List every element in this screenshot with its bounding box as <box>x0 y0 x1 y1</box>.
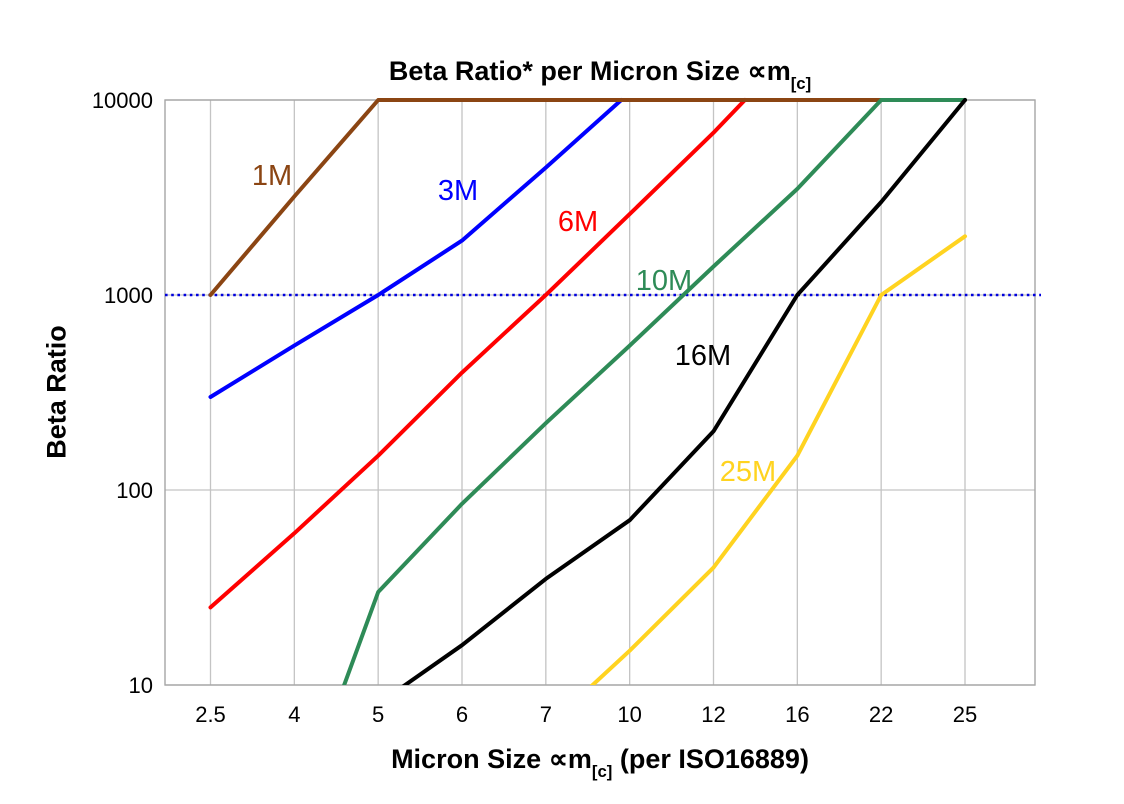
x-tick-label-4: 4 <box>288 702 300 727</box>
series-label-1M: 1M <box>252 160 292 192</box>
series-label-10M: 10M <box>636 265 692 297</box>
y-tick-label-10000: 10000 <box>92 88 153 113</box>
x-axis-label-suffix: (per ISO16889) <box>612 744 809 774</box>
x-tick-label-10: 10 <box>617 702 641 727</box>
series-line-6M <box>208 98 747 610</box>
x-tick-label-25: 25 <box>953 702 977 727</box>
x-axis-label-subscript: [c] <box>591 762 613 782</box>
x-axis-label: Micron Size ∝m[c] (per ISO16889) <box>165 744 1035 782</box>
series-line-16M <box>401 98 967 685</box>
series-lines <box>208 98 967 685</box>
chart-title-subscript: [c] <box>790 74 812 94</box>
y-axis-label-text: Beta Ratio <box>41 325 72 459</box>
y-tick-label-1000: 1000 <box>104 283 153 308</box>
series-line-3M <box>208 98 624 399</box>
y-axis-label: Beta Ratio <box>42 325 73 459</box>
series-label-25M: 25M <box>720 456 776 488</box>
x-axis-label-text: Micron Size ∝m <box>391 744 592 774</box>
chart-title-text: Beta Ratio* per Micron Size ∝m <box>388 56 791 86</box>
series-label-6M: 6M <box>558 206 598 238</box>
y-tick-label-100: 100 <box>116 478 153 503</box>
x-tick-label-2.5: 2.5 <box>195 702 226 727</box>
series-label-3M: 3M <box>438 175 478 207</box>
series-line-25M <box>589 234 967 685</box>
x-tick-label-22: 22 <box>869 702 893 727</box>
gridlines <box>165 99 1035 686</box>
plot-border <box>164 99 1036 686</box>
chart-title: Beta Ratio* per Micron Size ∝m[c] <box>165 56 1035 94</box>
x-tick-label-16: 16 <box>785 702 809 727</box>
x-tick-label-5: 5 <box>372 702 384 727</box>
y-tick-label-10: 10 <box>129 673 153 698</box>
x-tick-label-7: 7 <box>540 702 552 727</box>
x-tick-label-12: 12 <box>701 702 725 727</box>
series-label-16M: 16M <box>675 340 731 372</box>
series-line-1M <box>208 98 967 297</box>
x-tick-label-6: 6 <box>456 702 468 727</box>
series-line-10M <box>342 98 967 685</box>
